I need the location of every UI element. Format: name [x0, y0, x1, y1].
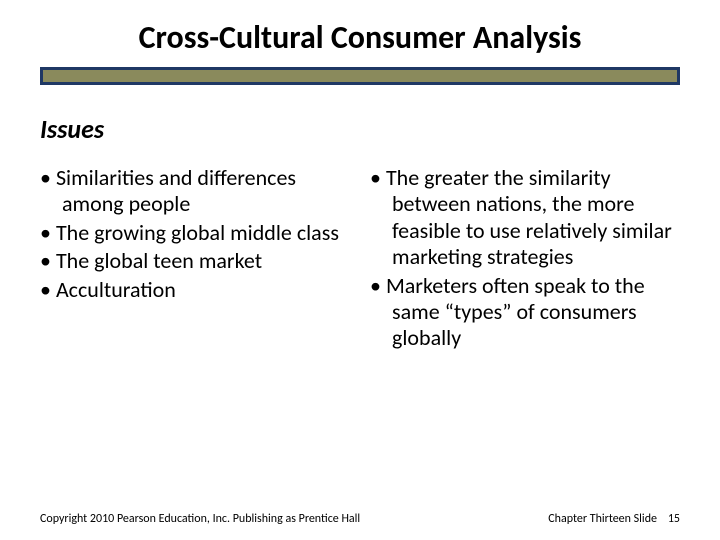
- list-item: The growing global middle class: [40, 220, 350, 246]
- right-bullet-list: The greater the similarity between natio…: [370, 165, 680, 352]
- chapter-label: Chapter Thirteen Slide: [548, 512, 657, 526]
- title-bar: [40, 67, 680, 85]
- list-item: Marketers often speak to the same “types…: [370, 273, 680, 352]
- left-column: Similarities and differences among peopl…: [40, 165, 350, 354]
- right-column: The greater the similarity between natio…: [370, 165, 680, 354]
- slide-subtitle: Issues: [40, 113, 680, 145]
- slide-title: Cross-Cultural Consumer Analysis: [40, 18, 680, 57]
- list-item: The global teen market: [40, 248, 350, 274]
- footer: Copyright 2010 Pearson Education, Inc. P…: [0, 512, 720, 526]
- content-columns: Similarities and differences among peopl…: [40, 165, 680, 354]
- copyright-text: Copyright 2010 Pearson Education, Inc. P…: [40, 512, 360, 526]
- slide: Cross-Cultural Consumer Analysis Issues …: [0, 0, 720, 540]
- list-item: The greater the similarity between natio…: [370, 165, 680, 271]
- slide-number: Chapter Thirteen Slide 15: [548, 512, 680, 526]
- page-number: 15: [668, 512, 680, 526]
- list-item: Acculturation: [40, 277, 350, 303]
- left-bullet-list: Similarities and differences among peopl…: [40, 165, 350, 303]
- list-item: Similarities and differences among peopl…: [40, 165, 350, 218]
